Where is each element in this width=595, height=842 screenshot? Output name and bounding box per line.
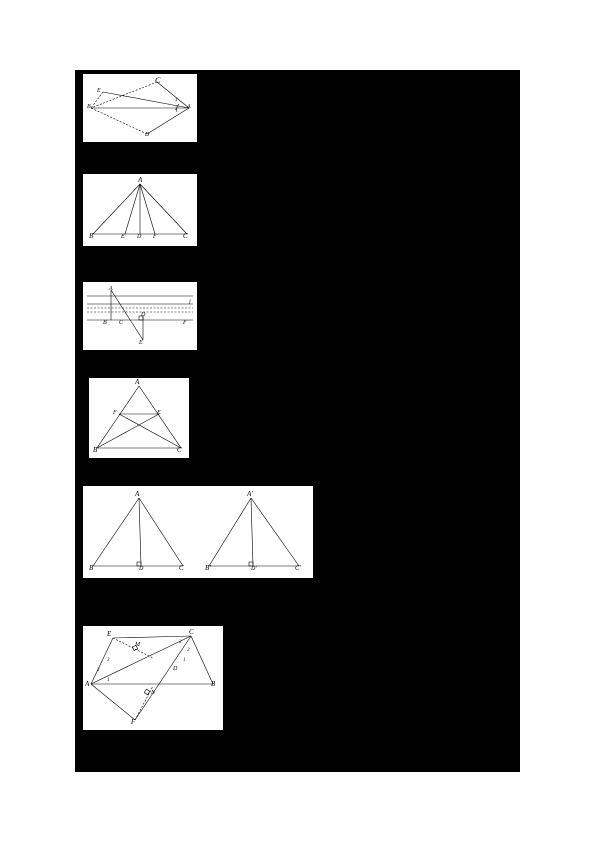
geom-label: C [119, 320, 123, 326]
geom-label: F [183, 320, 187, 326]
fig6-svg [83, 626, 223, 730]
geom-label: E [121, 234, 125, 240]
fig4-svg [89, 378, 189, 458]
geom-label: B' [205, 564, 211, 572]
figure-5: A B D C A' B' D' C' [83, 486, 313, 578]
geom-label: 1 [175, 98, 178, 103]
geom-label: A [135, 378, 139, 386]
geom-label: 3 [107, 658, 110, 663]
geom-label: 2 [175, 107, 178, 112]
geom-label: B [93, 446, 97, 454]
geom-label: B [89, 232, 93, 240]
geom-label: C [183, 232, 188, 240]
geom-label: C' [295, 564, 301, 572]
geom-label: D' [251, 566, 257, 572]
figure-4: A F E B C [89, 378, 189, 458]
figure-6: ECMDABNF123321 [83, 626, 223, 730]
geom-label: B [87, 104, 91, 110]
geom-label: D [139, 566, 143, 572]
geom-label: F [113, 410, 117, 416]
geom-label: E [157, 410, 161, 416]
geom-label: A [85, 680, 89, 688]
geom-label: D [145, 132, 149, 138]
geom-label: 3 [179, 640, 182, 645]
geom-label: 1 [107, 678, 110, 683]
geom-label: E [97, 88, 101, 94]
figure-2: A B C E D F [83, 174, 197, 246]
geom-label: E [139, 340, 143, 346]
geom-label: 2 [97, 668, 100, 673]
geom-label: F [131, 718, 135, 726]
geom-label: 2 [187, 648, 190, 653]
geom-label: A' [247, 490, 253, 498]
geom-label: 1 [183, 658, 186, 663]
geom-label: M [135, 642, 140, 648]
geom-label: N [151, 690, 155, 696]
geom-label: A [135, 490, 139, 498]
geom-label: C [189, 628, 194, 636]
geom-label: B [89, 564, 93, 572]
geom-label: A [138, 176, 142, 184]
figure-1: C E B A D 1 2 [83, 74, 197, 142]
fig5-svg [83, 486, 313, 578]
geom-label: C [177, 446, 182, 454]
geom-label: B [103, 320, 107, 326]
geom-label: A [187, 104, 191, 110]
geom-label: C [155, 76, 160, 85]
geom-label: C [179, 564, 184, 572]
figure-3: Al B C D F E [83, 282, 197, 350]
geom-label: D [141, 312, 145, 318]
geom-label: l [189, 300, 191, 306]
fig1-svg [83, 74, 197, 142]
geom-label: B [211, 680, 215, 688]
geom-label: F [153, 234, 157, 240]
geom-label: E [107, 630, 111, 638]
geom-label: D [137, 234, 141, 240]
geom-label: A [109, 286, 113, 292]
page-inner: CEBAD12 ABCEDF Al [75, 70, 520, 772]
geom-label: D [173, 666, 177, 672]
